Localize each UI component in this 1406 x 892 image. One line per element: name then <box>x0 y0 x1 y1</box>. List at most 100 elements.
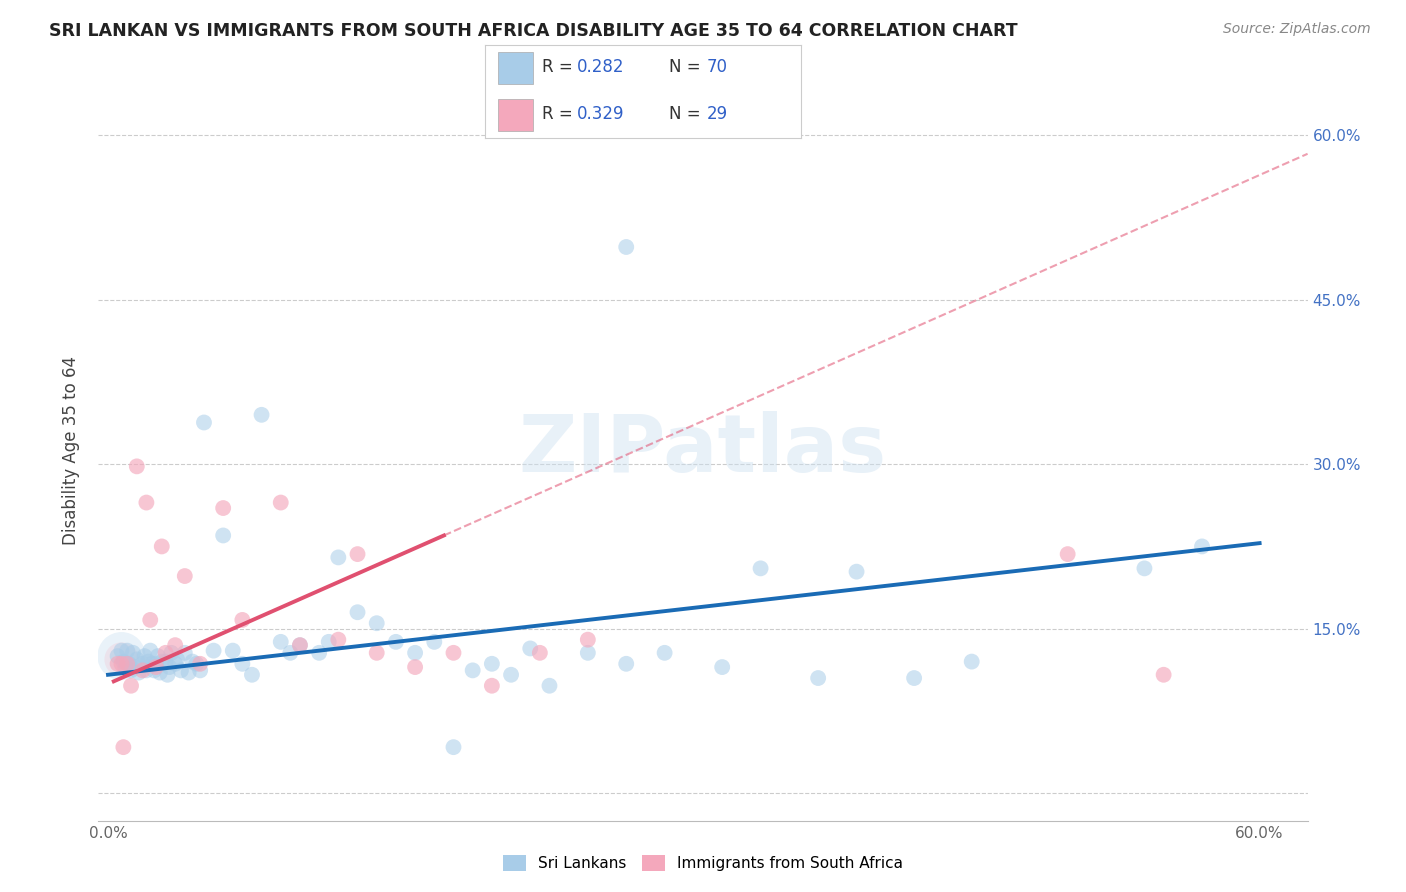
Point <box>125 652 148 666</box>
Point <box>461 664 484 678</box>
Point <box>165 657 187 671</box>
Point <box>110 649 132 664</box>
Point <box>107 649 129 664</box>
Point <box>115 643 138 657</box>
Point <box>181 655 204 669</box>
Point <box>711 660 734 674</box>
Point <box>308 646 330 660</box>
Point <box>186 657 208 671</box>
Point <box>114 660 136 674</box>
Point <box>124 660 146 674</box>
Point <box>131 664 153 678</box>
Point <box>110 657 132 671</box>
Point <box>136 655 159 669</box>
Point <box>1056 547 1078 561</box>
Point <box>212 528 235 542</box>
Text: N =: N = <box>668 58 706 76</box>
Point <box>366 646 388 660</box>
Point <box>156 667 179 681</box>
Point <box>288 638 311 652</box>
Point <box>538 679 561 693</box>
Point <box>173 646 195 660</box>
Point <box>270 495 292 509</box>
Point <box>280 646 302 660</box>
Point <box>366 616 388 631</box>
Point <box>110 652 132 666</box>
Text: Source: ZipAtlas.com: Source: ZipAtlas.com <box>1223 22 1371 37</box>
Point <box>1191 540 1213 554</box>
Point <box>160 646 183 660</box>
Point <box>346 547 368 561</box>
Point <box>131 657 153 671</box>
Point <box>318 635 340 649</box>
Point <box>385 635 408 649</box>
Point <box>128 665 150 680</box>
Point <box>423 635 446 649</box>
Text: 0.329: 0.329 <box>576 105 624 123</box>
Point <box>177 665 200 680</box>
Point <box>110 643 132 657</box>
Point <box>499 667 522 681</box>
Point <box>155 655 177 669</box>
Point <box>107 657 129 671</box>
Point <box>845 565 868 579</box>
Text: 70: 70 <box>706 58 727 76</box>
Point <box>443 646 465 660</box>
Point <box>139 613 162 627</box>
Point <box>903 671 925 685</box>
Point <box>141 657 163 671</box>
Point <box>749 561 772 575</box>
Point <box>529 646 551 660</box>
Point <box>614 657 637 671</box>
Point <box>960 655 983 669</box>
Point <box>145 657 167 671</box>
Point <box>120 664 142 678</box>
Point <box>1133 561 1156 575</box>
Point <box>202 643 225 657</box>
Point <box>614 240 637 254</box>
Point <box>166 652 188 666</box>
Text: R =: R = <box>541 105 578 123</box>
Point <box>481 679 503 693</box>
Text: R =: R = <box>541 58 578 76</box>
Point <box>222 643 245 657</box>
Point <box>120 679 142 693</box>
Point <box>118 657 141 671</box>
Point <box>576 632 599 647</box>
Text: N =: N = <box>668 105 706 123</box>
Point <box>328 632 350 647</box>
Point <box>143 664 166 678</box>
Point <box>1153 667 1175 681</box>
Point <box>654 646 676 660</box>
Text: 0.282: 0.282 <box>576 58 624 76</box>
Point <box>443 740 465 755</box>
Point <box>159 660 181 674</box>
Point <box>346 605 368 619</box>
Point <box>135 664 157 678</box>
Point <box>134 649 156 664</box>
Legend: Sri Lankans, Immigrants from South Africa: Sri Lankans, Immigrants from South Afric… <box>496 849 910 877</box>
FancyBboxPatch shape <box>498 99 533 131</box>
Point <box>150 655 173 669</box>
Point <box>170 664 193 678</box>
Point <box>231 657 253 671</box>
Point <box>576 646 599 660</box>
Point <box>231 613 253 627</box>
Point <box>135 495 157 509</box>
Point <box>519 641 541 656</box>
Point <box>193 416 215 430</box>
Point <box>115 657 138 671</box>
Point <box>328 550 350 565</box>
Point <box>270 635 292 649</box>
Y-axis label: Disability Age 35 to 64: Disability Age 35 to 64 <box>62 356 80 545</box>
Point <box>173 569 195 583</box>
Point <box>125 459 148 474</box>
FancyBboxPatch shape <box>498 52 533 84</box>
Text: 29: 29 <box>706 105 728 123</box>
Text: SRI LANKAN VS IMMIGRANTS FROM SOUTH AFRICA DISABILITY AGE 35 TO 64 CORRELATION C: SRI LANKAN VS IMMIGRANTS FROM SOUTH AFRI… <box>49 22 1018 40</box>
Point <box>288 638 311 652</box>
Point <box>165 638 187 652</box>
Point <box>404 646 426 660</box>
Point <box>240 667 263 681</box>
Point <box>807 671 830 685</box>
